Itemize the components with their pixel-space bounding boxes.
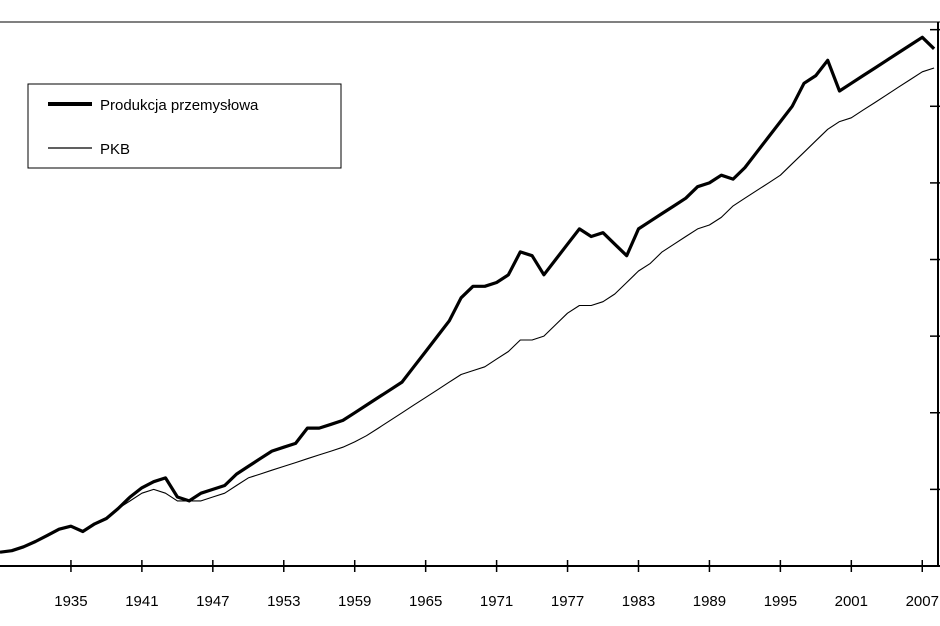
legend-label-gdp: PKB <box>100 141 130 158</box>
plot-frame <box>0 21 940 567</box>
series-line-industrial-production <box>0 35 936 554</box>
x-tick-label: 1983 <box>622 593 655 610</box>
x-tick-label: 1941 <box>125 593 158 610</box>
x-tick-label: 1971 <box>480 593 513 610</box>
legend-label-industrial-production: Produkcja przemysłowa <box>100 97 259 114</box>
series-layer <box>0 35 936 554</box>
x-tick-label: 1977 <box>551 593 584 610</box>
x-tick-label: 1965 <box>409 593 442 610</box>
x-tick-label: 1953 <box>267 593 300 610</box>
legend: Produkcja przemysłowa PKB <box>27 83 342 169</box>
x-tick-label: 1995 <box>764 593 797 610</box>
x-tick-label: 2007 <box>906 593 939 610</box>
axis-layer: 1935 1941 1947 1953 1959 1965 1971 1977 1983 1989… <box>54 28 940 610</box>
x-tick-label: 1959 <box>338 593 371 610</box>
x-tick-label: 2001 <box>835 593 868 610</box>
x-tick-label: 1989 <box>693 593 726 610</box>
legend-box <box>27 83 342 169</box>
x-tick-label: 1947 <box>196 593 229 610</box>
x-tick-label: 1935 <box>54 593 87 610</box>
series-line-gdp <box>0 67 935 553</box>
